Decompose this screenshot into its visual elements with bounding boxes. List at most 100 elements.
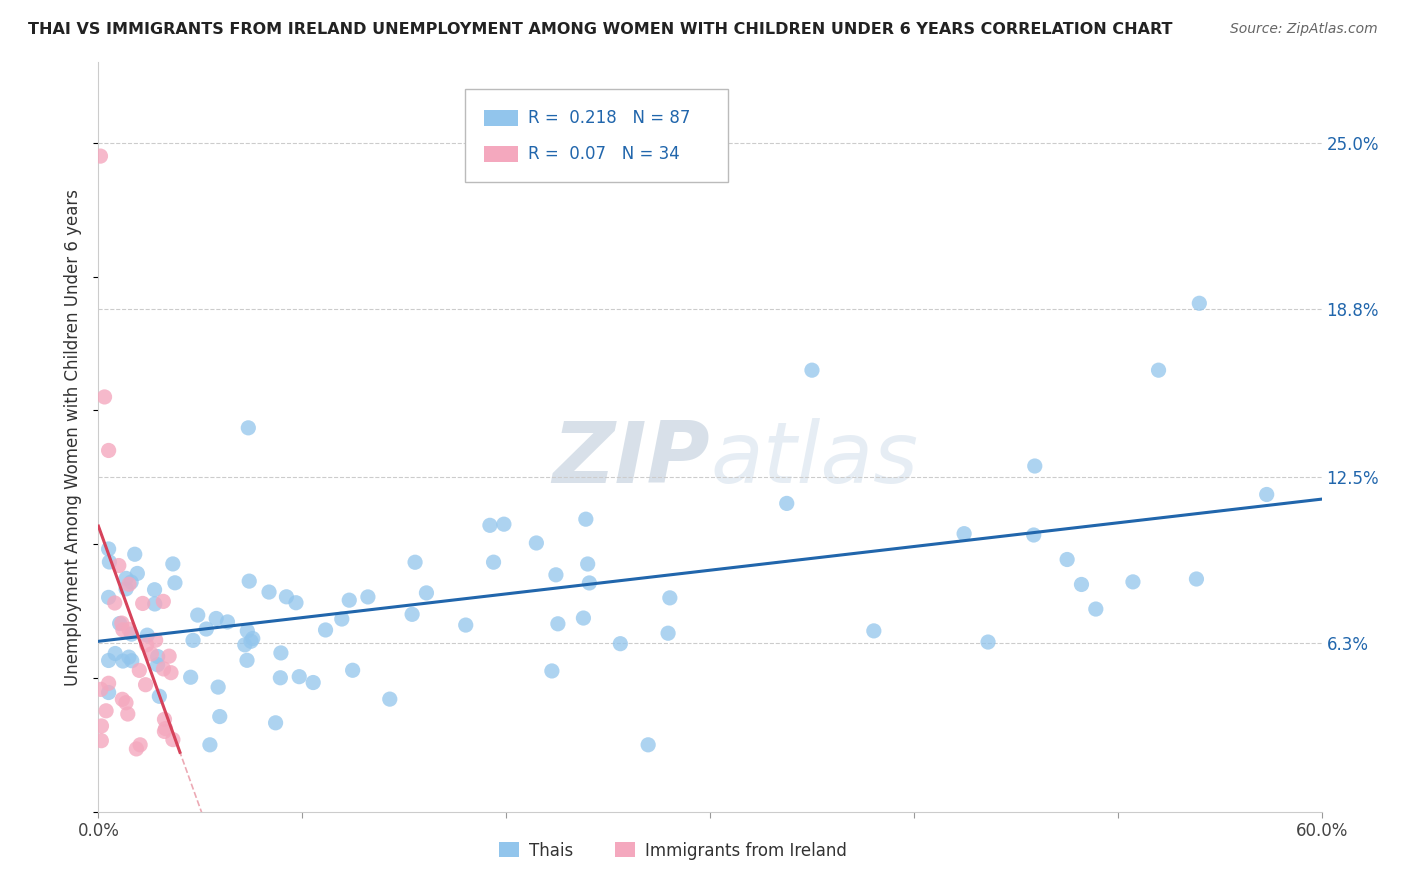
Point: [478, 518, 501, 533]
Point: [90, 733, 112, 747]
Point: [578, 576, 600, 591]
Point: [776, 496, 799, 510]
Point: [97, 685, 120, 699]
Point: [127, 566, 149, 581]
Point: [609, 637, 631, 651]
Point: [1256, 487, 1278, 501]
FancyBboxPatch shape: [465, 88, 728, 182]
Point: [157, 649, 180, 664]
Point: [492, 517, 515, 532]
Point: [637, 738, 659, 752]
Text: atlas: atlas: [710, 418, 918, 501]
Point: [115, 582, 138, 596]
Point: [242, 632, 264, 646]
Point: [1084, 602, 1107, 616]
Point: [337, 593, 360, 607]
Y-axis label: Unemployment Among Women with Children Under 6 years: Unemployment Among Women with Children U…: [65, 188, 83, 686]
Point: [1188, 296, 1211, 310]
Point: [111, 654, 134, 668]
Point: [657, 626, 679, 640]
Point: [315, 623, 337, 637]
Point: [1056, 552, 1078, 566]
Point: [90, 682, 112, 697]
Point: [195, 622, 218, 636]
Point: [236, 653, 259, 667]
Point: [131, 596, 153, 610]
Point: [162, 732, 184, 747]
Point: [238, 421, 260, 435]
Point: [98, 555, 121, 569]
Point: [572, 611, 595, 625]
Point: [187, 608, 209, 623]
Point: [108, 558, 131, 573]
Point: [120, 575, 142, 590]
Text: Source: ZipAtlas.com: Source: ZipAtlas.com: [1230, 22, 1378, 37]
Point: [454, 618, 477, 632]
Point: [97, 591, 120, 605]
FancyBboxPatch shape: [484, 145, 517, 162]
Point: [264, 715, 287, 730]
Point: [285, 596, 308, 610]
Point: [302, 675, 325, 690]
Point: [207, 680, 229, 694]
Point: [90, 719, 112, 733]
Point: [111, 692, 134, 706]
Point: [108, 616, 131, 631]
Point: [135, 638, 157, 652]
Point: [117, 706, 139, 721]
Point: [415, 586, 437, 600]
Point: [145, 633, 167, 648]
Point: [953, 526, 976, 541]
Point: [342, 663, 364, 677]
Point: [152, 594, 174, 608]
Point: [118, 650, 141, 665]
Point: [141, 647, 163, 661]
Point: [270, 646, 292, 660]
Point: [93, 390, 115, 404]
Point: [136, 628, 159, 642]
Point: [97, 541, 120, 556]
Point: [97, 443, 120, 458]
Point: [404, 555, 426, 569]
Point: [153, 712, 176, 726]
Text: THAI VS IMMIGRANTS FROM IRELAND UNEMPLOYMENT AMONG WOMEN WITH CHILDREN UNDER 6 Y: THAI VS IMMIGRANTS FROM IRELAND UNEMPLOY…: [28, 22, 1173, 37]
Point: [378, 692, 401, 706]
Point: [148, 690, 170, 704]
Point: [233, 638, 256, 652]
Point: [111, 616, 134, 631]
Point: [801, 363, 824, 377]
Point: [163, 575, 186, 590]
Point: [257, 585, 280, 599]
Point: [135, 678, 157, 692]
Point: [1024, 458, 1046, 473]
Point: [863, 624, 886, 638]
Point: [977, 635, 1000, 649]
Point: [208, 709, 231, 723]
Point: [288, 670, 311, 684]
Point: [115, 571, 138, 585]
Point: [111, 623, 134, 637]
Point: [482, 555, 505, 569]
Point: [524, 536, 547, 550]
Point: [330, 612, 353, 626]
Point: [1147, 363, 1170, 377]
Point: [1070, 577, 1092, 591]
Point: [121, 654, 143, 668]
Point: [658, 591, 681, 605]
Point: [125, 742, 148, 756]
Point: [1122, 574, 1144, 589]
Point: [104, 647, 127, 661]
Point: [97, 676, 120, 690]
Point: [1185, 572, 1208, 586]
Point: [576, 557, 599, 571]
Point: [1022, 528, 1045, 542]
Point: [155, 722, 177, 736]
Point: [276, 590, 298, 604]
Point: [121, 627, 143, 641]
Point: [143, 597, 166, 611]
Point: [180, 670, 202, 684]
Text: R =  0.218   N = 87: R = 0.218 N = 87: [527, 109, 690, 127]
Point: [118, 623, 141, 637]
Point: [238, 574, 260, 588]
Point: [118, 577, 141, 591]
